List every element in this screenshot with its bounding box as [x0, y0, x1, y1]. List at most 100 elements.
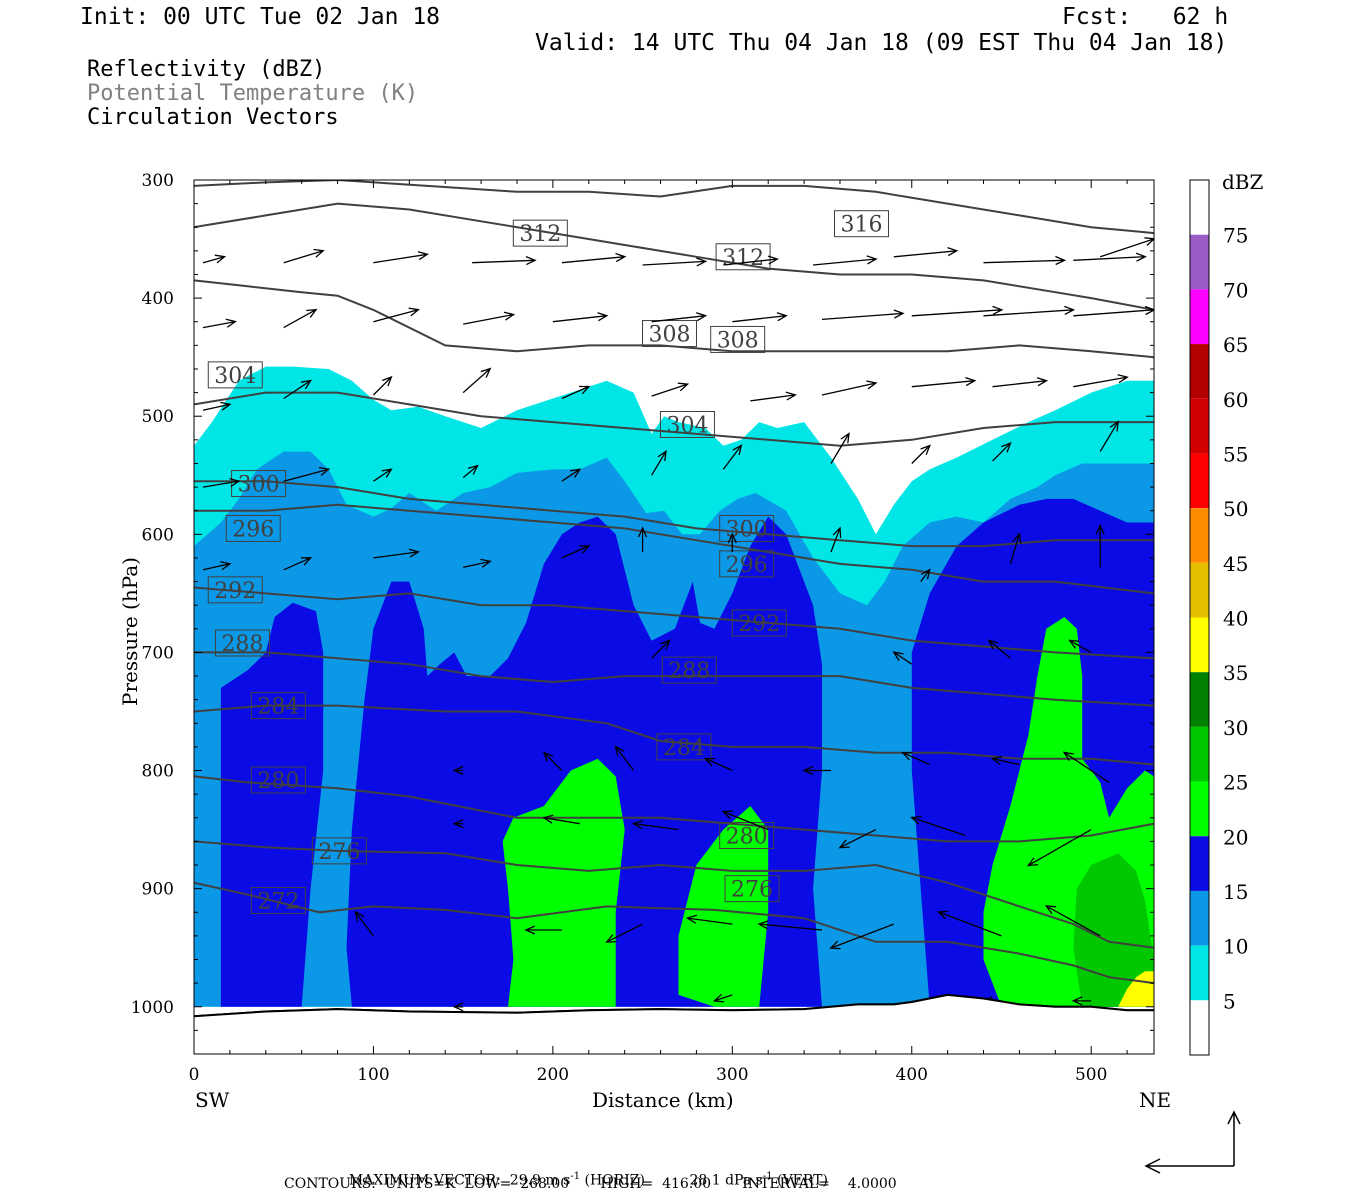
isentrope-label-box-280-0 — [250, 766, 306, 794]
circulation-vector-2 — [373, 251, 429, 264]
vert-exp: -1 — [762, 1171, 773, 1182]
colorbar: 5 10 15 20 25 30 35 40 45 50 55 60 65 70 75 — [1189, 179, 1248, 1056]
circulation-vector-26 — [462, 367, 492, 394]
isentrope-276 — [194, 840, 1154, 949]
colorbar-label-60: 60 — [1223, 388, 1248, 412]
isentrope-label-272-0: 272 — [257, 889, 299, 914]
isentrope-label-box-300-0 — [231, 470, 287, 498]
circulation-vector-4 — [561, 252, 627, 264]
circulation-vector-40 — [722, 444, 743, 470]
circulation-vector-64 — [802, 765, 831, 776]
circulation-vector-55 — [1095, 523, 1105, 568]
isentrope-label-box-288-1 — [661, 656, 717, 684]
x-tick-label-400: 400 — [896, 1065, 928, 1085]
circulation-vector-43 — [992, 441, 1012, 462]
circulation-vector-74 — [1026, 829, 1092, 867]
circulation-vector-78 — [685, 914, 733, 925]
isentrope-label-box-308-1 — [710, 325, 766, 353]
colorbar-swatch-7 — [1190, 617, 1209, 673]
circulation-vector-76 — [524, 925, 562, 935]
circulation-vector-33 — [1073, 374, 1129, 388]
colorbar-swatch-13 — [1190, 945, 1209, 1001]
circulation-vector-27 — [561, 385, 591, 400]
x-tick-label-100: 100 — [357, 1065, 389, 1085]
colorbar-swatch-4 — [1190, 453, 1209, 509]
isentrope-label-box-304-0 — [207, 361, 263, 389]
colorbar-label-40: 40 — [1223, 607, 1248, 631]
colorbar-label-65: 65 — [1223, 333, 1248, 357]
circulation-vector-1 — [283, 248, 325, 264]
isentrope-label-304-0: 304 — [214, 364, 256, 389]
y-tick-label-600: 600 — [142, 525, 174, 545]
colorbar-swatch-9 — [1190, 726, 1209, 782]
circulation-vector-54 — [1009, 532, 1022, 565]
circulation-vector-18 — [732, 312, 788, 323]
y-tick-label-300: 300 — [142, 171, 174, 191]
y-tick-label-800: 800 — [142, 762, 174, 782]
circulation-vector-62 — [614, 745, 635, 771]
y-tick-label-700: 700 — [142, 643, 174, 663]
circulation-vector-60 — [452, 765, 464, 776]
isentrope-300 — [194, 480, 1154, 548]
circulation-vector-69 — [542, 814, 580, 825]
isentrope-label-box-312-0 — [512, 219, 568, 247]
isentropes: 272 276 276 280 280 284 284 288 288 292 292 296 296 3… — [194, 180, 1154, 985]
circulation-vector-53 — [920, 568, 931, 582]
reflectivity-band-35dbz-6 — [1118, 971, 1154, 1007]
circulation-vector-29 — [750, 391, 797, 402]
circulation-vector-68 — [452, 819, 464, 829]
isentrope-label-284-1: 284 — [663, 736, 705, 761]
circulation-vector-35 — [283, 466, 331, 482]
colorbar-swatch-10 — [1190, 781, 1209, 837]
colorbar-label-20: 20 — [1223, 825, 1248, 849]
circulation-vector-20 — [911, 305, 1004, 317]
horiz-exp: -1 — [570, 1171, 581, 1182]
isentrope-label-300-0: 300 — [238, 473, 280, 498]
colorbar-swatch-5 — [1190, 508, 1209, 563]
isentrope-label-276-1: 276 — [731, 878, 773, 903]
isentrope-label-box-284-1 — [656, 733, 712, 761]
circulation-vector-23 — [202, 401, 232, 411]
isentrope-label-308-1: 308 — [717, 328, 759, 353]
colorbar-label-15: 15 — [1223, 880, 1248, 904]
circulation-vector-63 — [703, 757, 733, 772]
axes: 300 400 500 600 700 800 900 1000 0 100 200 300 400 50… — [131, 171, 1154, 1085]
circulation-vector-67 — [1062, 751, 1110, 783]
colorbar-top-white — [1190, 180, 1209, 235]
colorbar-label-25: 25 — [1223, 771, 1248, 795]
circulation-vector-10 — [1073, 252, 1147, 262]
isentrope-label-312-0: 312 — [519, 222, 561, 247]
reference-vector-icon — [1144, 1110, 1241, 1174]
circulation-vector-42 — [911, 444, 931, 464]
isentrope-288 — [194, 651, 1154, 707]
init-time: Init: 00 UTC Tue 02 Jan 18 — [80, 4, 441, 30]
y-tick-label-500: 500 — [142, 407, 174, 427]
isentrope-280 — [194, 775, 1154, 843]
circulation-vector-73 — [910, 815, 966, 837]
isentrope-label-box-292-0 — [207, 576, 263, 604]
vert-tag: (VERT) — [772, 1172, 828, 1189]
y-tick-label-400: 400 — [142, 289, 174, 309]
isentrope-308 — [194, 279, 1154, 359]
circulation-vector-36 — [373, 468, 393, 482]
circulation-vector-32 — [992, 377, 1049, 388]
circulation-vector-57 — [987, 639, 1011, 659]
plot-border — [193, 179, 1155, 1055]
colorbar-label-35: 35 — [1223, 661, 1248, 685]
circulation-vector-34 — [202, 477, 241, 488]
circulation-vector-47 — [373, 548, 420, 559]
field-legend-reflectivity: Reflectivity (dBZ) — [87, 57, 326, 82]
circulation-vector-8 — [893, 246, 959, 258]
colorbar-label-45: 45 — [1223, 552, 1248, 576]
colorbar-swatch-6 — [1190, 562, 1209, 618]
isentrope-label-284-0: 284 — [257, 695, 299, 720]
x-tick-label-500: 500 — [1075, 1065, 1107, 1085]
isentrope-316 — [194, 180, 1154, 235]
circulation-vector-79 — [757, 920, 823, 931]
circulation-vector-11 — [1099, 237, 1154, 258]
reflectivity-band-15dbz-2 — [220, 498, 1154, 1007]
circulation-vector-81 — [936, 910, 1002, 937]
max-vector-label: MAXIMUM VECTOR: — [348, 1172, 501, 1189]
terrain-line — [193, 993, 1154, 1054]
